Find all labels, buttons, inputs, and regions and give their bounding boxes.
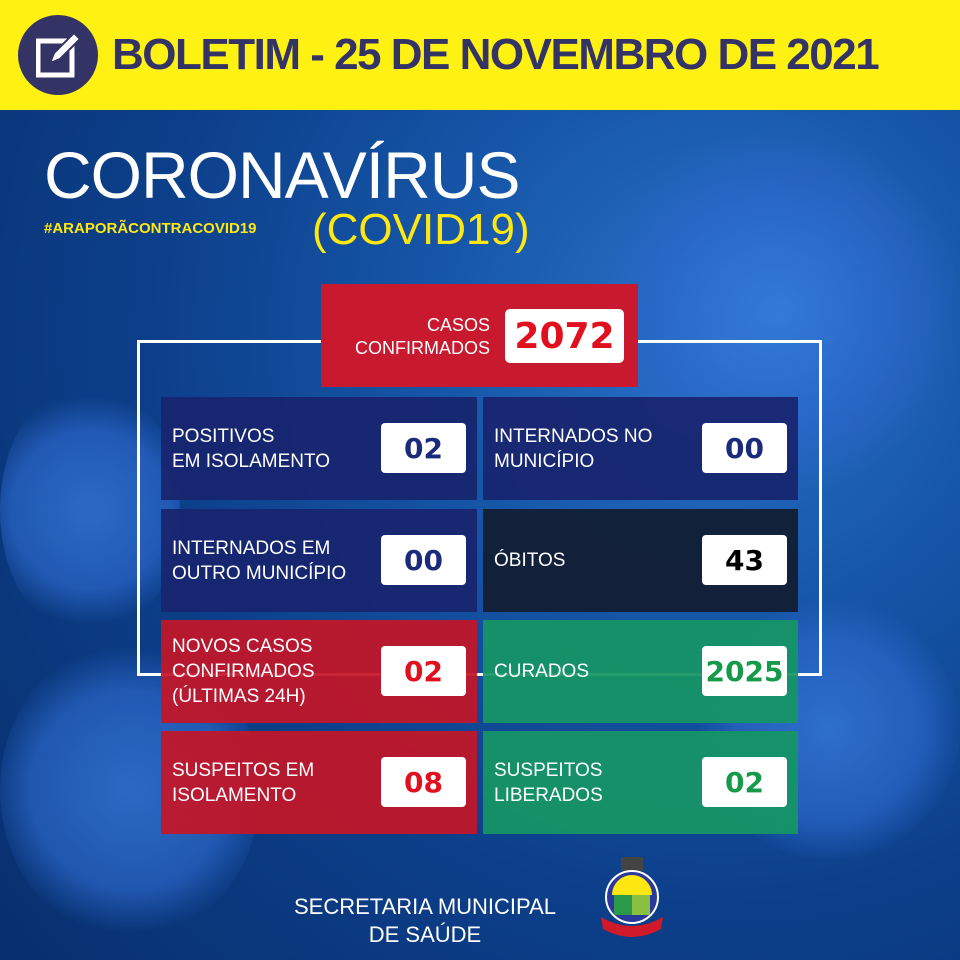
card-novos-casos: NOVOS CASOS CONFIRMADOS (ÚLTIMAS 24H) 02 (161, 620, 477, 723)
card-label: INTERNADOS NO MUNICÍPIO (494, 424, 652, 474)
card-value: 00 (702, 423, 787, 473)
card-label: SUSPEITOS LIBERADOS (494, 758, 603, 808)
card-label-line: (ÚLTIMAS 24H) (172, 686, 306, 707)
card-label: SUSPEITOS EM ISOLAMENTO (172, 758, 314, 808)
confirmed-label: CASOS (426, 315, 490, 335)
confirmed-value: 2072 (505, 309, 624, 363)
card-label-line: NOVOS CASOS (172, 636, 313, 657)
card-label-line: MUNICÍPIO (494, 450, 595, 472)
footer-line: DE SAÚDE (368, 922, 482, 947)
virus-decoration (0, 380, 180, 640)
card-positivos-isolamento: POSITIVOS EM ISOLAMENTO 02 (161, 397, 477, 500)
card-suspeitos-liberados: SUSPEITOS LIBERADOS 02 (483, 731, 798, 834)
card-label-line: CURADOS (494, 661, 590, 682)
header-bar: BOLETIM - 25 DE NOVEMBRO DE 2021 (0, 0, 960, 110)
card-label: NOVOS CASOS CONFIRMADOS (ÚLTIMAS 24H) (172, 634, 315, 709)
card-label-line: SUSPEITOS EM (172, 759, 315, 781)
card-value: 08 (381, 757, 466, 807)
card-label: POSITIVOS EM ISOLAMENTO (172, 424, 330, 474)
hero-subtitle: (COVID19) (312, 205, 530, 254)
card-label-line: ISOLAMENTO (172, 784, 297, 806)
card-label: ÓBITOS (494, 548, 565, 573)
confirmed-cases-card: CASOS CONFIRMADOS 2072 (321, 284, 638, 387)
card-label-line: OUTRO MUNICÍPIO (172, 562, 347, 584)
card-value: 2025 (702, 646, 787, 696)
footer-text: SECRETARIA MUNICIPAL DE SAÚDE (280, 893, 570, 949)
card-suspeitos-isolamento: SUSPEITOS EM ISOLAMENTO 08 (161, 731, 477, 834)
card-internados-outro-municipio: INTERNADOS EM OUTRO MUNICÍPIO 00 (161, 509, 477, 612)
card-label-line: ÓBITOS (494, 550, 566, 571)
card-label: CURADOS (494, 659, 589, 684)
card-value: 00 (381, 535, 466, 585)
card-label-line: LIBERADOS (494, 784, 603, 806)
confirmed-label: CONFIRMADOS (355, 338, 490, 358)
card-label-line: POSITIVOS (172, 425, 275, 447)
card-label-line: SUSPEITOS (494, 759, 603, 781)
card-label-line: INTERNADOS EM (172, 537, 331, 559)
hashtag: #ARAPORÃCONTRACOVID19 (44, 220, 257, 237)
city-coat-of-arms-logo (597, 855, 667, 945)
edit-icon (18, 15, 98, 95)
card-label-line: EM ISOLAMENTO (172, 450, 331, 472)
bulletin-title: BOLETIM - 25 DE NOVEMBRO DE 2021 (112, 30, 880, 79)
hero-title: CORONAVÍRUS (44, 138, 520, 212)
card-internados-municipio: INTERNADOS NO MUNICÍPIO 00 (483, 397, 798, 500)
card-obitos: ÓBITOS 43 (483, 509, 798, 612)
card-value: 43 (702, 535, 787, 585)
card-curados: CURADOS 2025 (483, 620, 798, 723)
footer-line: SECRETARIA MUNICIPAL (293, 894, 556, 919)
card-label-line: INTERNADOS NO (494, 425, 653, 447)
card-value: 02 (381, 423, 466, 473)
card-value: 02 (381, 646, 466, 696)
card-value: 02 (702, 757, 787, 807)
card-label-line: CONFIRMADOS (172, 661, 315, 682)
card-label: INTERNADOS EM OUTRO MUNICÍPIO (172, 536, 346, 586)
